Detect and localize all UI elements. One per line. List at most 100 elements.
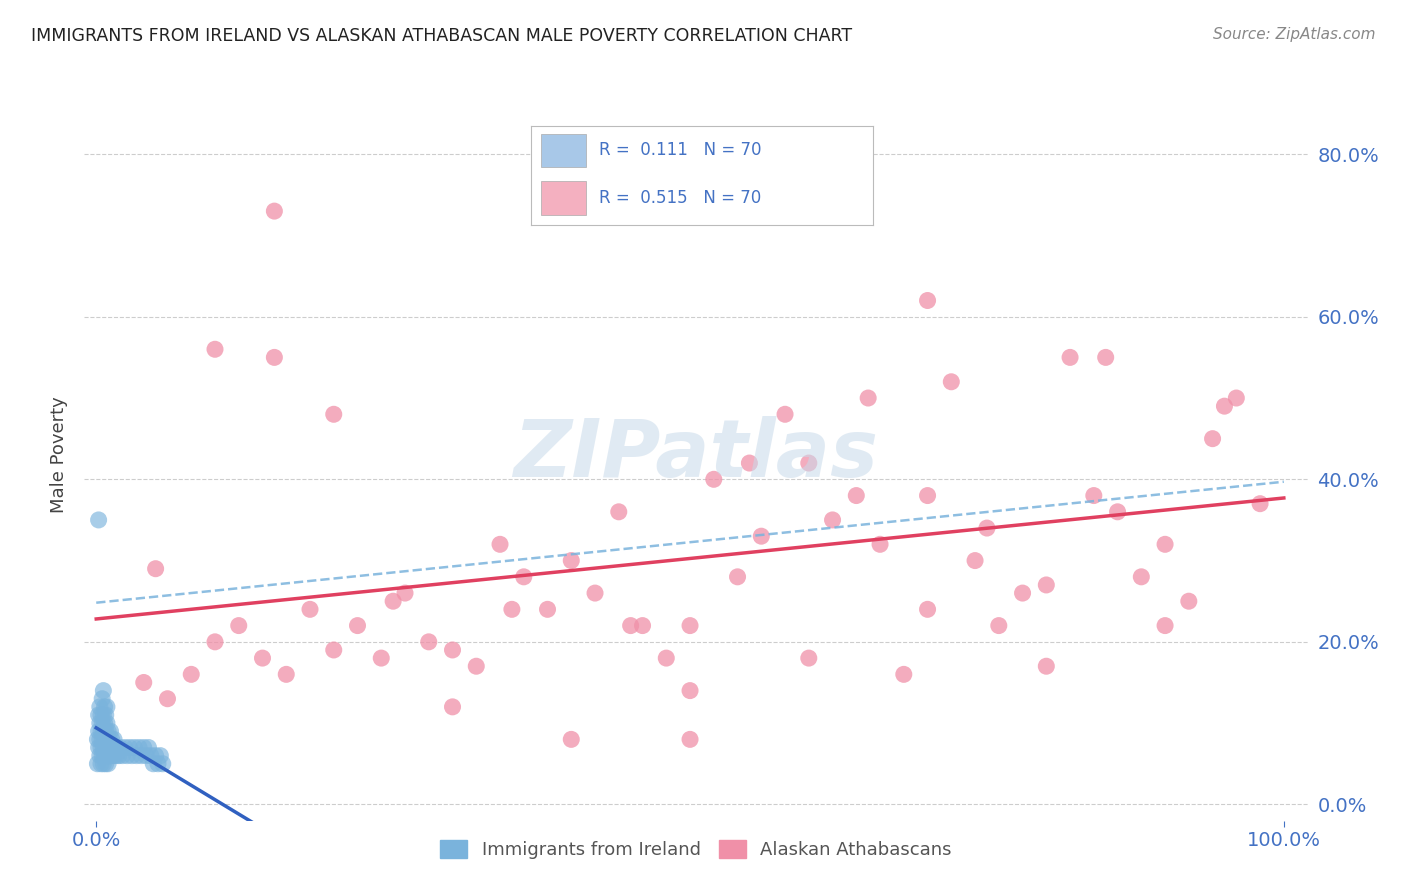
Y-axis label: Male Poverty: Male Poverty — [51, 397, 69, 513]
Point — [703, 472, 725, 486]
Point — [1035, 659, 1057, 673]
Point — [89, 716, 111, 731]
Point — [103, 748, 125, 763]
Point — [797, 456, 820, 470]
Point — [893, 667, 915, 681]
Point — [108, 740, 131, 755]
Point — [1035, 578, 1057, 592]
Point — [97, 756, 120, 771]
Point — [93, 756, 115, 771]
Point — [1011, 586, 1033, 600]
Point — [135, 748, 157, 763]
Text: Source: ZipAtlas.com: Source: ZipAtlas.com — [1212, 27, 1375, 42]
Point — [560, 732, 582, 747]
Point — [976, 521, 998, 535]
Point — [738, 456, 761, 470]
Point — [263, 351, 285, 365]
Point — [773, 407, 796, 421]
Point — [152, 756, 174, 771]
Point — [114, 740, 136, 755]
Point — [132, 675, 155, 690]
Point — [536, 602, 558, 616]
Point — [87, 740, 110, 755]
Point — [252, 651, 274, 665]
Point — [560, 553, 582, 567]
Point — [465, 659, 488, 673]
Point — [94, 708, 117, 723]
Point — [132, 740, 155, 755]
Point — [204, 343, 226, 357]
Point — [93, 724, 115, 739]
Point — [105, 748, 128, 763]
Point — [727, 570, 749, 584]
Point — [631, 618, 654, 632]
Point — [845, 489, 868, 503]
Point — [679, 683, 702, 698]
Point — [1059, 351, 1081, 365]
Point — [149, 748, 172, 763]
Point — [104, 740, 127, 755]
Point — [93, 708, 115, 723]
Point — [97, 740, 120, 755]
Point — [1130, 570, 1153, 584]
Point — [679, 732, 702, 747]
Point — [620, 618, 643, 632]
Point — [418, 635, 440, 649]
Point — [96, 748, 118, 763]
Point — [1201, 432, 1223, 446]
Point — [115, 748, 138, 763]
Point — [583, 586, 606, 600]
Point — [1225, 391, 1247, 405]
Point — [139, 748, 162, 763]
Point — [89, 748, 111, 763]
Point — [97, 724, 120, 739]
Point — [821, 513, 844, 527]
Point — [869, 537, 891, 551]
Point — [90, 724, 112, 739]
Point — [121, 748, 143, 763]
Point — [441, 643, 464, 657]
Point — [107, 748, 129, 763]
Point — [322, 643, 344, 657]
Point — [1083, 489, 1105, 503]
Point — [96, 699, 118, 714]
Point — [655, 651, 678, 665]
Legend: Immigrants from Ireland, Alaskan Athabascans: Immigrants from Ireland, Alaskan Athabas… — [433, 832, 959, 866]
Point — [370, 651, 392, 665]
Point — [111, 748, 134, 763]
Point — [963, 553, 986, 567]
Point — [276, 667, 298, 681]
Point — [98, 732, 121, 747]
Point — [441, 699, 464, 714]
Point — [100, 724, 122, 739]
Point — [346, 618, 368, 632]
Point — [90, 708, 112, 723]
Point — [91, 732, 114, 747]
Point — [917, 293, 939, 308]
Point — [797, 651, 820, 665]
Point — [1213, 399, 1236, 413]
Point — [90, 756, 112, 771]
Point — [513, 570, 536, 584]
Point — [86, 756, 108, 771]
Point — [91, 716, 114, 731]
Text: ZIPatlas: ZIPatlas — [513, 416, 879, 494]
Point — [298, 602, 321, 616]
Point — [103, 732, 125, 747]
Point — [100, 740, 122, 755]
Point — [98, 748, 121, 763]
Point — [107, 740, 129, 755]
Text: IMMIGRANTS FROM IRELAND VS ALASKAN ATHABASCAN MALE POVERTY CORRELATION CHART: IMMIGRANTS FROM IRELAND VS ALASKAN ATHAB… — [31, 27, 852, 45]
Point — [91, 748, 114, 763]
Point — [1107, 505, 1129, 519]
Point — [93, 699, 115, 714]
Point — [987, 618, 1010, 632]
Point — [1154, 537, 1177, 551]
Point — [322, 407, 344, 421]
Point — [96, 732, 118, 747]
Point — [394, 586, 416, 600]
Point — [87, 513, 110, 527]
Point — [89, 732, 111, 747]
Point — [89, 699, 111, 714]
Point — [382, 594, 405, 608]
